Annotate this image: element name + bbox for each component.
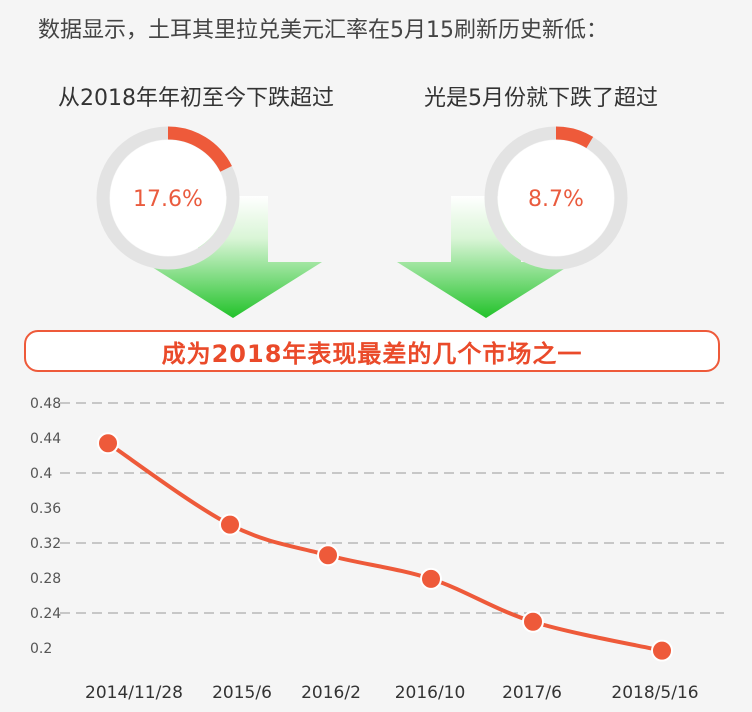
y-tick-label: 0.32: [30, 536, 61, 552]
y-tick-label: 0.28: [30, 571, 61, 587]
y-tick-label: 0.44: [30, 431, 61, 447]
ring-fill: [167, 126, 232, 173]
stat-label-may: 光是5月份就下跌了超过: [424, 86, 658, 111]
ring-fill: [555, 126, 594, 149]
data-point: [651, 639, 673, 662]
down-arrow-left: [144, 196, 322, 318]
y-tick-label: 0.24: [30, 606, 61, 622]
stat-label-ytd: 从2018年年初至今下跌超过: [58, 86, 334, 111]
x-tick-label: 2016/2: [301, 683, 361, 703]
ring-value-may: 8.7%: [528, 187, 584, 212]
banner-text: 成为2018年表现最差的几个市场之一: [161, 339, 583, 368]
banner: 成为2018年表现最差的几个市场之一: [24, 330, 720, 372]
line-chart: 0.48 0.44 0.4 0.36 0.32 0.28 0.24 0.2 2014/11/28…: [30, 396, 724, 703]
data-point: [97, 432, 119, 455]
x-tick-label: 2018/5/16: [611, 683, 698, 703]
data-point: [420, 567, 442, 590]
down-arrow-right: [397, 196, 575, 318]
ring-may: 8.7%: [484, 126, 628, 270]
ring-ytd: 17.6%: [96, 126, 240, 270]
ring-inner: [498, 140, 614, 256]
series-line: [106, 441, 663, 653]
x-tick-label: 2017/6: [502, 683, 562, 703]
ring-inner: [110, 140, 226, 256]
x-tick-label: 2015/6: [212, 683, 272, 703]
data-point: [317, 544, 339, 567]
x-tick-label: 2014/11/28: [85, 683, 183, 703]
data-point: [219, 513, 241, 536]
y-tick-label: 0.36: [30, 501, 61, 517]
data-point: [522, 610, 544, 633]
y-tick-label: 0.48: [30, 396, 61, 412]
x-tick-label: 2016/10: [395, 683, 466, 703]
headline: 数据显示，土耳其里拉兑美元汇率在5月15刷新历史新低：: [38, 18, 608, 43]
ring-value-ytd: 17.6%: [133, 187, 203, 212]
y-tick-label: 0.4: [30, 466, 52, 482]
y-tick-label: 0.2: [30, 641, 52, 657]
